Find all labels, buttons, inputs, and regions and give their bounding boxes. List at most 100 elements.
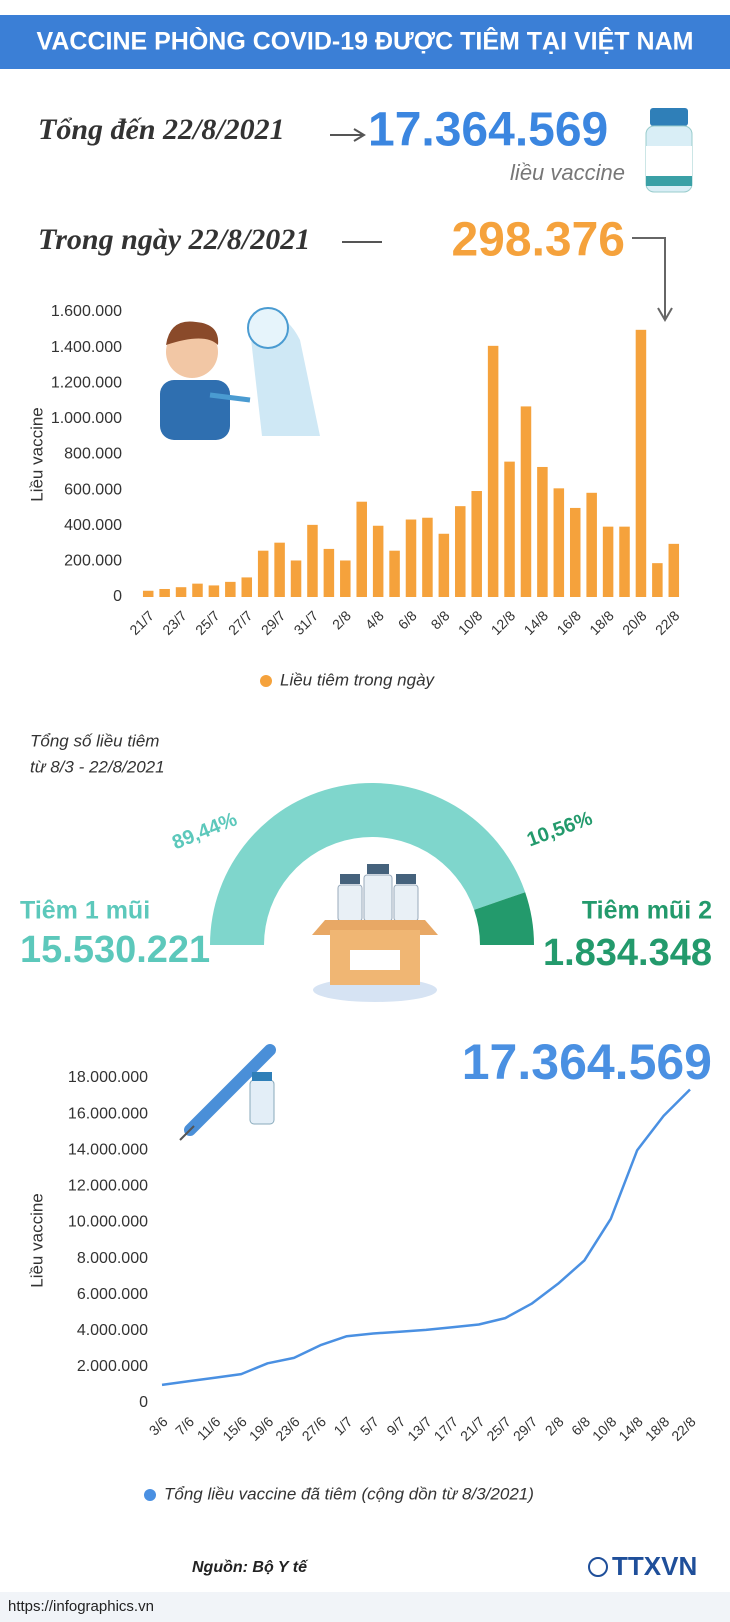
x-tick-label: 17/7 <box>431 1413 462 1444</box>
x-tick-label: 12/8 <box>488 607 519 638</box>
x-tick-label: 23/7 <box>159 607 190 638</box>
y-axis-label: Liều vaccine <box>27 407 46 502</box>
x-tick-label: 25/7 <box>192 607 223 638</box>
x-tick-label: 21/7 <box>126 607 157 638</box>
bar <box>175 587 187 597</box>
bar <box>307 524 318 597</box>
x-tick-label: 6/8 <box>395 607 420 632</box>
y-tick-label: 4.000.000 <box>77 1322 148 1339</box>
bar <box>537 466 548 597</box>
x-tick-label: 3/6 <box>146 1413 171 1438</box>
x-tick-label: 4/8 <box>362 607 387 632</box>
value-label: 89,44% <box>169 808 240 854</box>
dose-total: 1.834.348 <box>543 932 712 974</box>
bar <box>208 585 220 597</box>
x-tick-label: 10/8 <box>455 607 486 638</box>
x-tick-label: 31/7 <box>291 607 322 638</box>
y-tick-label: 6.000.000 <box>77 1286 148 1303</box>
total-value: 17.364.569 <box>368 104 608 157</box>
annotation: 17.364.569 <box>462 1034 712 1090</box>
x-tick-label: 5/7 <box>357 1413 382 1438</box>
bar <box>422 517 433 597</box>
bar <box>241 577 253 597</box>
x-tick-label: 1/7 <box>330 1413 355 1438</box>
y-tick-label: 1.600.000 <box>51 303 122 320</box>
y-tick-label: 400.000 <box>64 517 122 534</box>
legend-marker <box>260 675 272 687</box>
daily-label: Trong ngày 22/8/2021 <box>38 223 310 256</box>
x-tick-label: 22/8 <box>652 607 683 638</box>
y-tick-label: 14.000.000 <box>68 1141 148 1158</box>
donut-title: từ 8/3 - 22/8/2021 <box>30 757 165 776</box>
bar <box>389 550 400 597</box>
y-tick-label: 0 <box>113 588 122 605</box>
daily-value: 298.376 <box>451 214 625 267</box>
y-tick-label: 200.000 <box>64 553 122 570</box>
x-tick-label: 8/8 <box>428 607 453 632</box>
bar <box>356 501 367 597</box>
y-axis-label: Liều vaccine <box>27 1193 46 1288</box>
bar <box>192 583 203 597</box>
line <box>161 1088 691 1387</box>
vial-icon <box>645 108 693 193</box>
bar <box>274 542 285 597</box>
arrow-head <box>353 128 366 142</box>
bar <box>455 506 466 597</box>
x-tick-label: 27/6 <box>299 1413 330 1444</box>
x-tick-label: 15/6 <box>219 1413 250 1444</box>
x-tick-label: 25/7 <box>483 1413 514 1444</box>
arrow-head <box>657 307 673 322</box>
bar <box>635 329 647 597</box>
x-tick-label: 11/6 <box>194 1413 224 1443</box>
x-tick-label: 14/8 <box>521 607 552 638</box>
syringe-illustration <box>179 1044 276 1141</box>
url: https://infographics.vn <box>8 1598 154 1615</box>
x-tick-label: 23/6 <box>272 1413 303 1444</box>
y-tick-label: 10.000.000 <box>68 1214 148 1231</box>
x-tick-label: 9/7 <box>383 1413 408 1438</box>
x-tick-label: 21/7 <box>457 1413 488 1444</box>
bar <box>520 406 532 597</box>
y-tick-label: 800.000 <box>64 446 122 463</box>
bar <box>586 492 597 597</box>
value-label: 10,56% <box>524 807 595 851</box>
bar <box>619 526 630 597</box>
page-title: VACCINE PHÒNG COVID-19 ĐƯỢC TIÊM TẠI VIỆ… <box>37 26 694 56</box>
bar <box>405 519 417 597</box>
legend-marker <box>144 1489 156 1501</box>
x-tick-label: 29/7 <box>258 607 289 638</box>
bar <box>471 491 482 597</box>
y-tick-label: 1.400.000 <box>51 339 122 356</box>
y-tick-label: 16.000.000 <box>68 1105 148 1122</box>
x-tick-label: 2/8 <box>542 1413 567 1438</box>
bar <box>668 543 680 597</box>
bar <box>487 345 499 597</box>
x-tick-label: 27/7 <box>225 607 256 638</box>
bar <box>225 581 236 597</box>
bar <box>372 525 384 597</box>
x-tick-label: 18/8 <box>586 607 617 638</box>
y-tick-label: 8.000.000 <box>77 1250 148 1267</box>
category-label: Tiêm mũi 2 <box>582 897 712 925</box>
y-tick-label: 1.200.000 <box>51 374 122 391</box>
donut-segment <box>474 892 534 945</box>
x-tick-label: 29/7 <box>510 1413 541 1444</box>
x-tick-label: 14/8 <box>615 1413 646 1444</box>
header-bar <box>0 15 730 69</box>
x-tick-label: 19/6 <box>246 1413 277 1444</box>
bar <box>257 550 269 597</box>
x-tick-label: 7/6 <box>172 1413 197 1438</box>
arrow <box>632 237 666 318</box>
vaccination-illustration <box>160 307 320 440</box>
y-tick-label: 600.000 <box>64 481 122 498</box>
x-tick-label: 6/8 <box>568 1413 593 1438</box>
y-tick-label: 2.000.000 <box>77 1358 148 1375</box>
bar <box>652 563 663 597</box>
y-tick-label: 18.000.000 <box>68 1069 148 1086</box>
logo: TTXVN <box>612 1551 697 1581</box>
bar <box>602 526 614 597</box>
total-label: Tổng đến 22/8/2021 <box>38 113 285 146</box>
bar <box>159 588 170 597</box>
vaccine-box-illustration <box>312 864 438 1002</box>
